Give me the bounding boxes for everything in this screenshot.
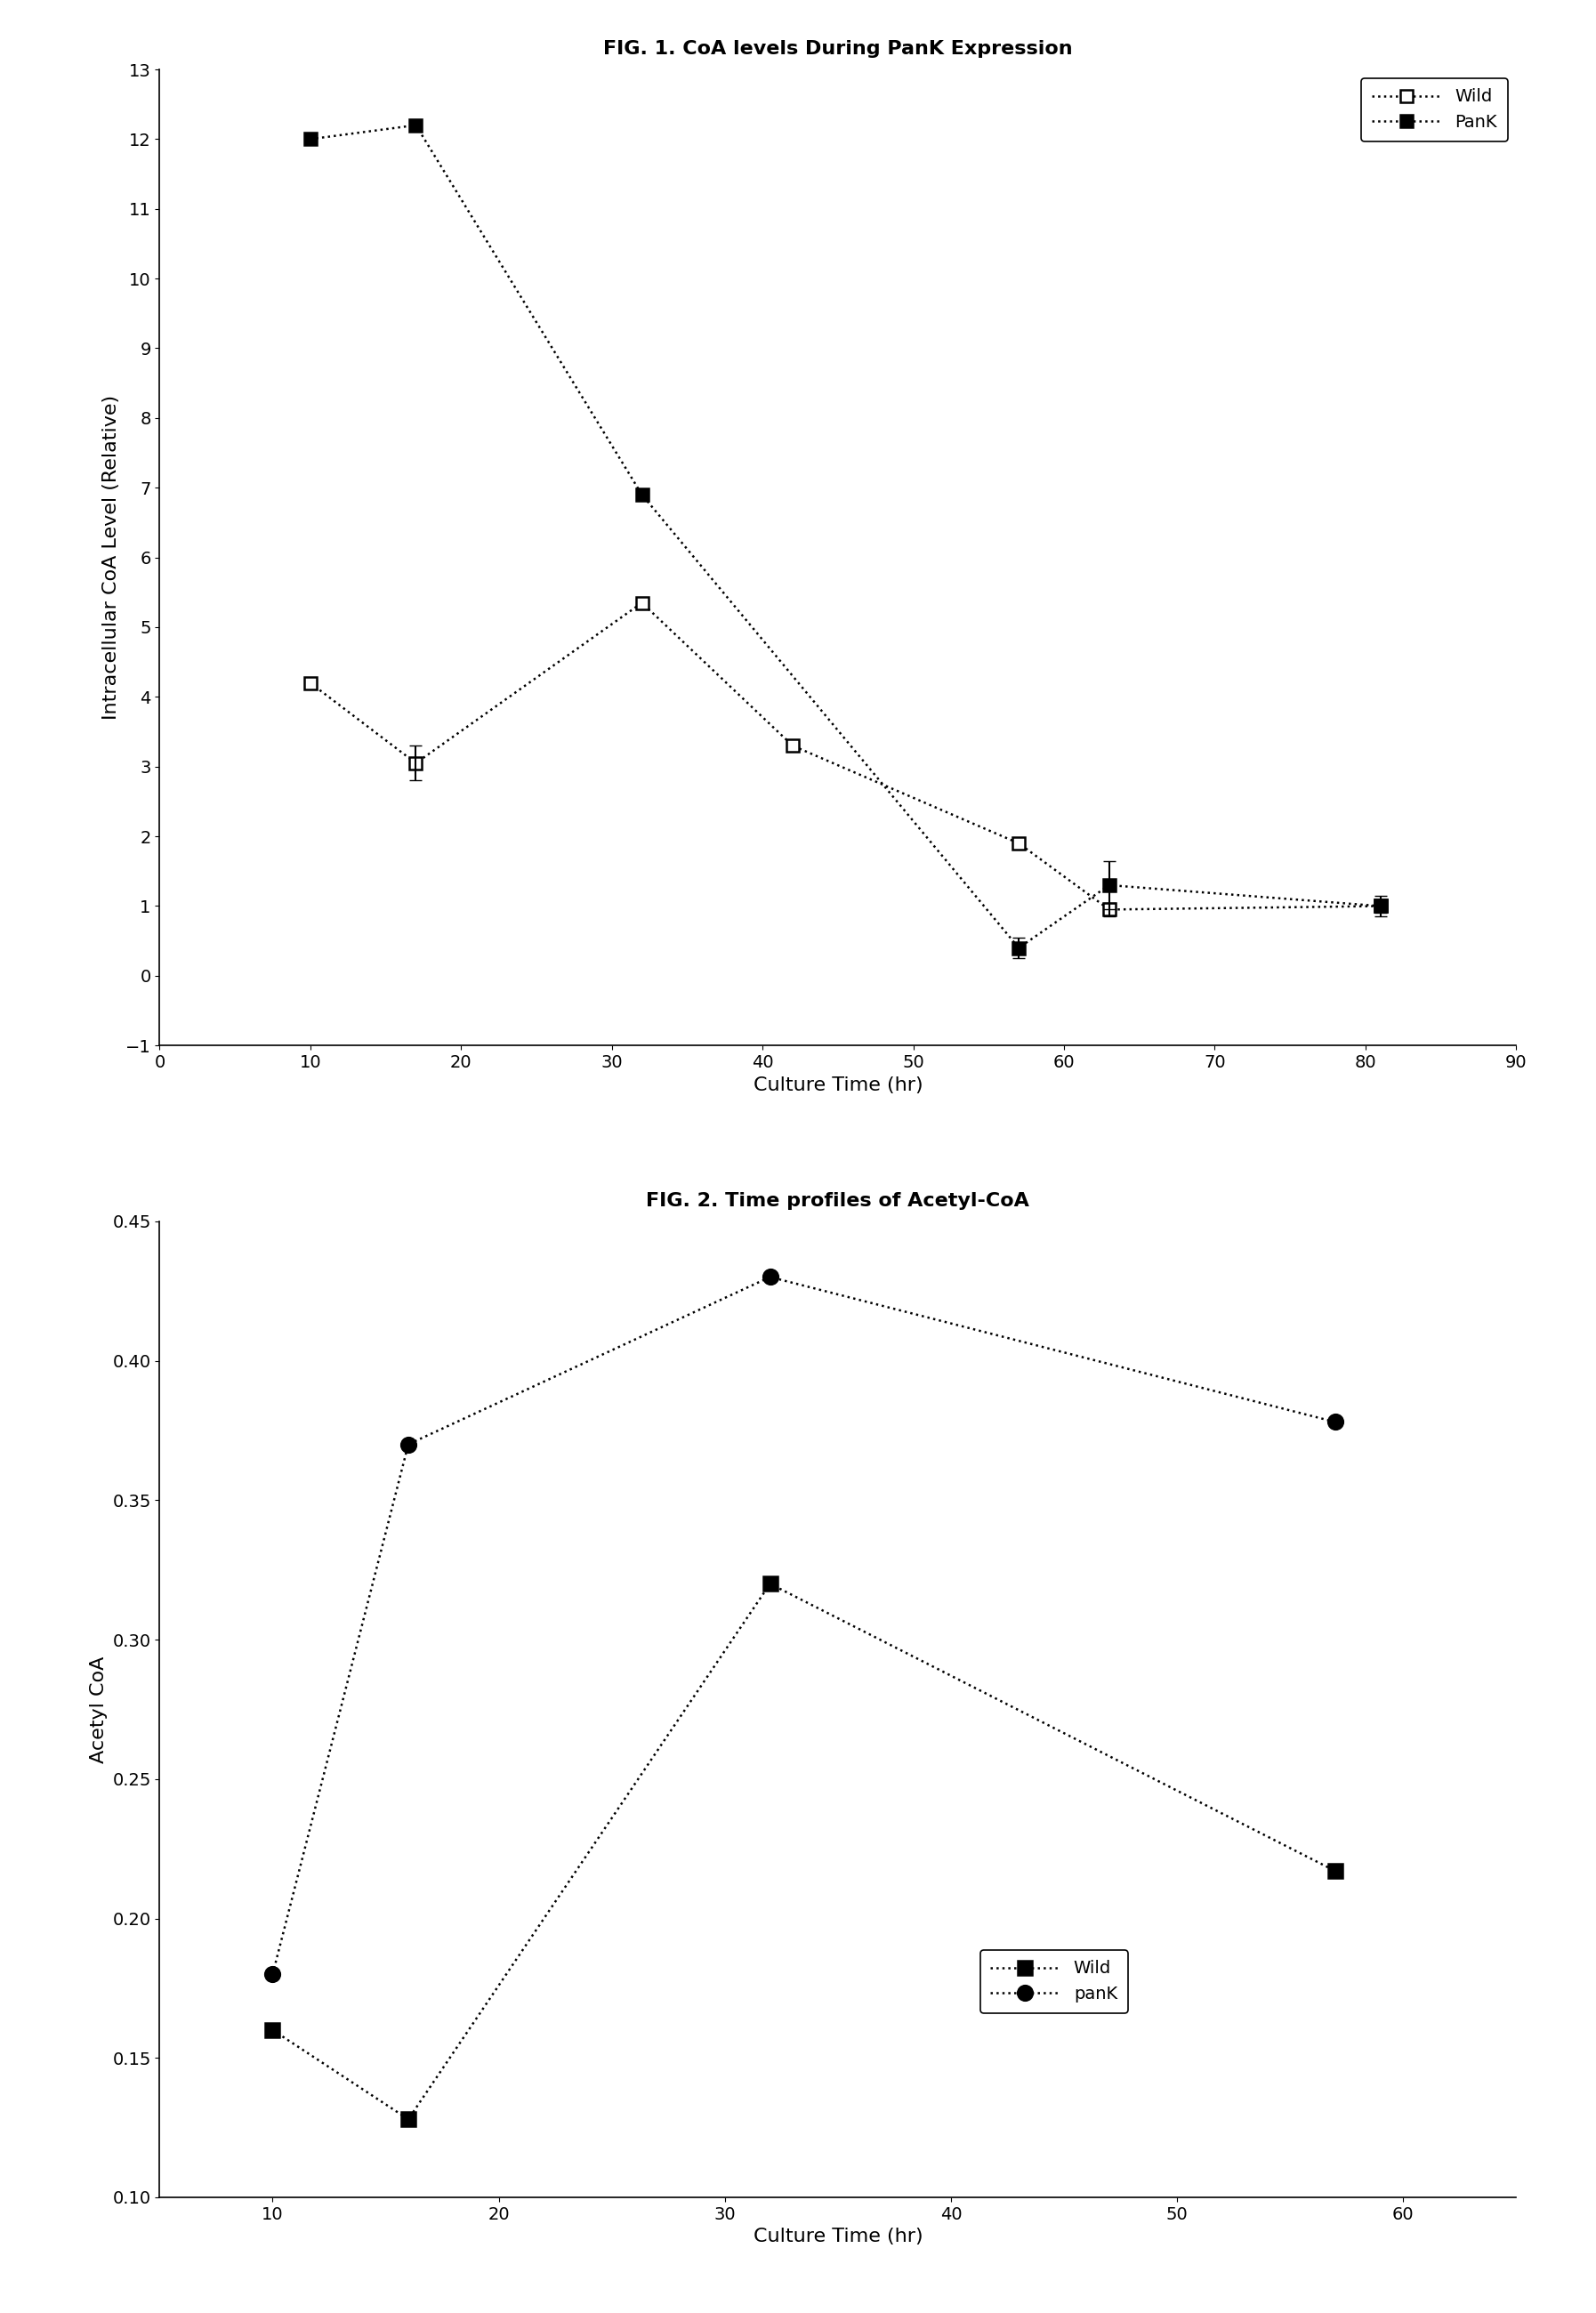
Line: panK: panK [265, 1270, 1342, 1982]
Wild [784, 731, 803, 759]
Line: Wild: Wild [265, 1577, 1342, 2126]
Wild [1100, 895, 1119, 923]
PanK [1009, 934, 1028, 962]
Wild [632, 590, 651, 618]
X-axis label: Culture Time (hr): Culture Time (hr) [753, 1076, 922, 1094]
X-axis label: Culture Time (hr): Culture Time (hr) [753, 2227, 922, 2246]
Wild [1326, 1857, 1345, 1885]
panK [760, 1263, 779, 1291]
Wild [1009, 830, 1028, 858]
Line: Wild: Wild [305, 597, 1387, 916]
Y-axis label: Acetyl CoA: Acetyl CoA [89, 1656, 107, 1763]
Wild [760, 1571, 779, 1598]
panK [1326, 1409, 1345, 1436]
Line: PanK: PanK [305, 118, 1387, 953]
Wild [1371, 893, 1390, 921]
PanK [1371, 893, 1390, 921]
Legend: Wild, PanK: Wild, PanK [1361, 79, 1508, 141]
PanK [632, 481, 651, 509]
Y-axis label: Intracellular CoA Level (Relative): Intracellular CoA Level (Relative) [102, 396, 120, 719]
panK [263, 1961, 282, 1989]
Wild [407, 749, 426, 777]
Title: FIG. 1. CoA levels During PanK Expression: FIG. 1. CoA levels During PanK Expressio… [603, 39, 1073, 58]
PanK [1100, 872, 1119, 900]
panK [399, 1429, 418, 1457]
PanK [300, 125, 319, 153]
PanK [407, 111, 426, 139]
Wild [263, 2017, 282, 2045]
Legend: Wild, panK: Wild, panK [980, 1950, 1128, 2012]
Wild [399, 2105, 418, 2133]
Wild [300, 668, 319, 696]
Title: FIG. 2. Time profiles of Acetyl-CoA: FIG. 2. Time profiles of Acetyl-CoA [646, 1191, 1029, 1210]
